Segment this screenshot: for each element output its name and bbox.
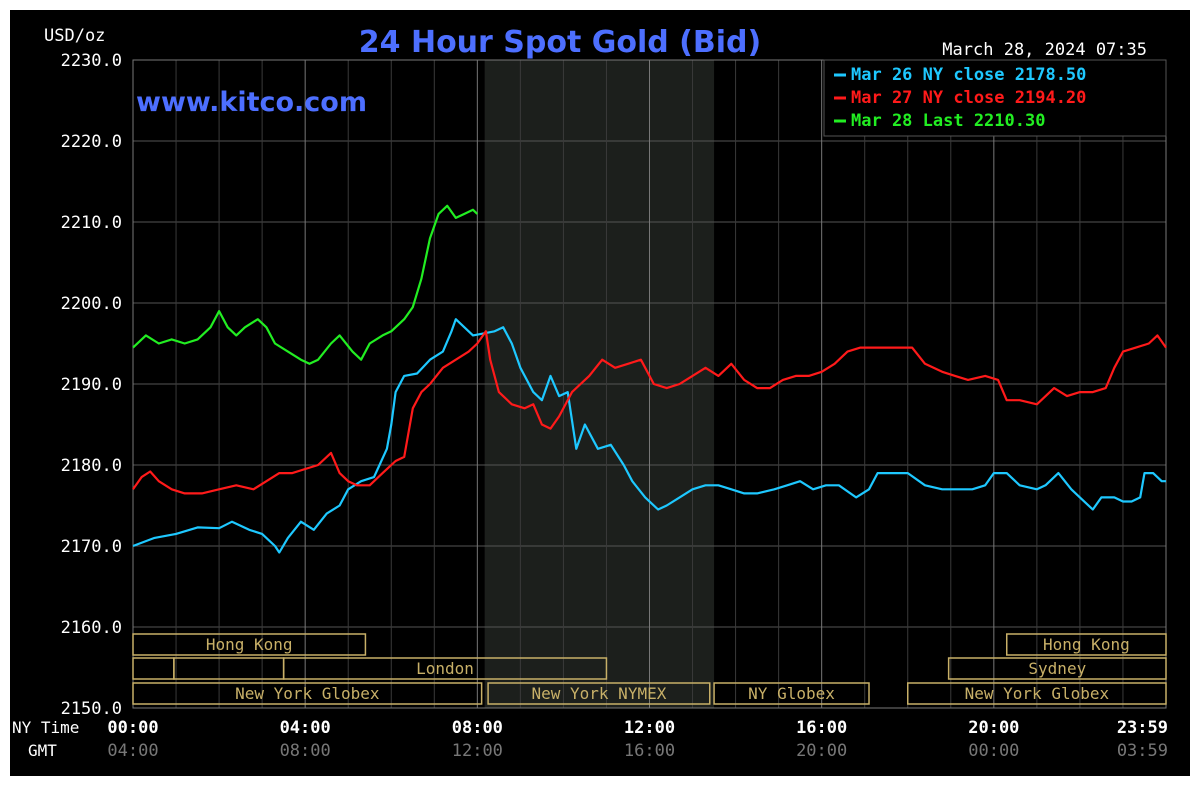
timestamp: March 28, 2024 07:35 (942, 40, 1147, 60)
y-tick-label: 2230.0 (61, 51, 122, 71)
unit-label: USD/oz (44, 26, 105, 46)
axis-layer: 2230.0 2220.0 2210.0 2200.0 2190.0 2180.0 2170… (61, 51, 1168, 761)
x-axis-ny-label: NY Time (12, 718, 79, 737)
x-tick-label-gmt: 12:00 (452, 741, 503, 761)
legend-entry: Mar 28 Last 2210.30 (851, 111, 1045, 131)
x-tick-label-ny: 04:00 (280, 718, 331, 738)
series-line (132, 318, 1166, 554)
x-tick-label-gmt: 04:00 (107, 741, 158, 761)
session-label: Sydney (1028, 659, 1086, 678)
session-box (907, 682, 1167, 705)
session-box (132, 633, 367, 656)
legend: Mar 26 NY close 2178.50 Mar 27 NY close 2… (834, 65, 1086, 131)
y-tick-label: 2160.0 (61, 618, 122, 638)
grid-layer (132, 59, 1167, 709)
x-tick-label-ny: 20:00 (968, 718, 1019, 738)
y-tick-label: 2150.0 (61, 699, 122, 719)
x-tick-label-ny: 08:00 (452, 718, 503, 738)
x-tick-label-gmt: 00:00 (968, 741, 1019, 761)
session-box (132, 682, 483, 705)
session-label: London (416, 659, 474, 678)
x-tick-label-ny: 00:00 (107, 718, 158, 738)
legend-box (823, 59, 1167, 137)
legend-entry: Mar 26 NY close 2178.50 (851, 65, 1086, 85)
session-label: Hong Kong (1043, 635, 1130, 654)
series-line (132, 204, 479, 365)
x-tick-label-gmt: 03:59 (1117, 741, 1168, 761)
session-box (947, 657, 1167, 680)
x-tick-label-gmt: 20:00 (796, 741, 847, 761)
x-tick-label-gmt: 16:00 (624, 741, 675, 761)
session-box (713, 682, 870, 705)
legend-entry: Mar 27 NY close 2194.20 (851, 88, 1086, 108)
y-tick-label: 2220.0 (61, 132, 122, 152)
x-tick-label-ny: 12:00 (624, 718, 675, 738)
chart-title: 24 Hour Spot Gold (Bid) (359, 25, 761, 60)
session-box (487, 682, 711, 705)
y-tick-label: 2180.0 (61, 456, 122, 476)
y-tick-label: 2210.0 (61, 213, 122, 233)
series-line (132, 330, 1167, 495)
y-tick-label: 2170.0 (61, 537, 122, 557)
x-tick-label-ny: 23:59 (1117, 718, 1168, 738)
y-tick-label: 2200.0 (61, 294, 122, 314)
y-tick-label: 2190.0 (61, 375, 122, 395)
brand-watermark: www.kitco.com (136, 87, 367, 118)
session-label: New York Globex (965, 684, 1110, 703)
market-session-layer: Hong Kong London New York Globex New York N… (132, 633, 1167, 705)
session-box (1005, 633, 1167, 656)
x-tick-label-gmt: 08:00 (280, 741, 331, 761)
x-tick-label-ny: 16:00 (796, 718, 847, 738)
session-label: NY Globex (748, 684, 835, 703)
session-label: New York NYMEX (531, 684, 666, 703)
session-label: Hong Kong (206, 635, 293, 654)
series-layer (132, 204, 1167, 554)
session-label: New York Globex (235, 684, 380, 703)
plot-border (132, 59, 1167, 709)
session-box (282, 657, 608, 680)
x-axis-gmt-label: GMT (28, 741, 57, 760)
